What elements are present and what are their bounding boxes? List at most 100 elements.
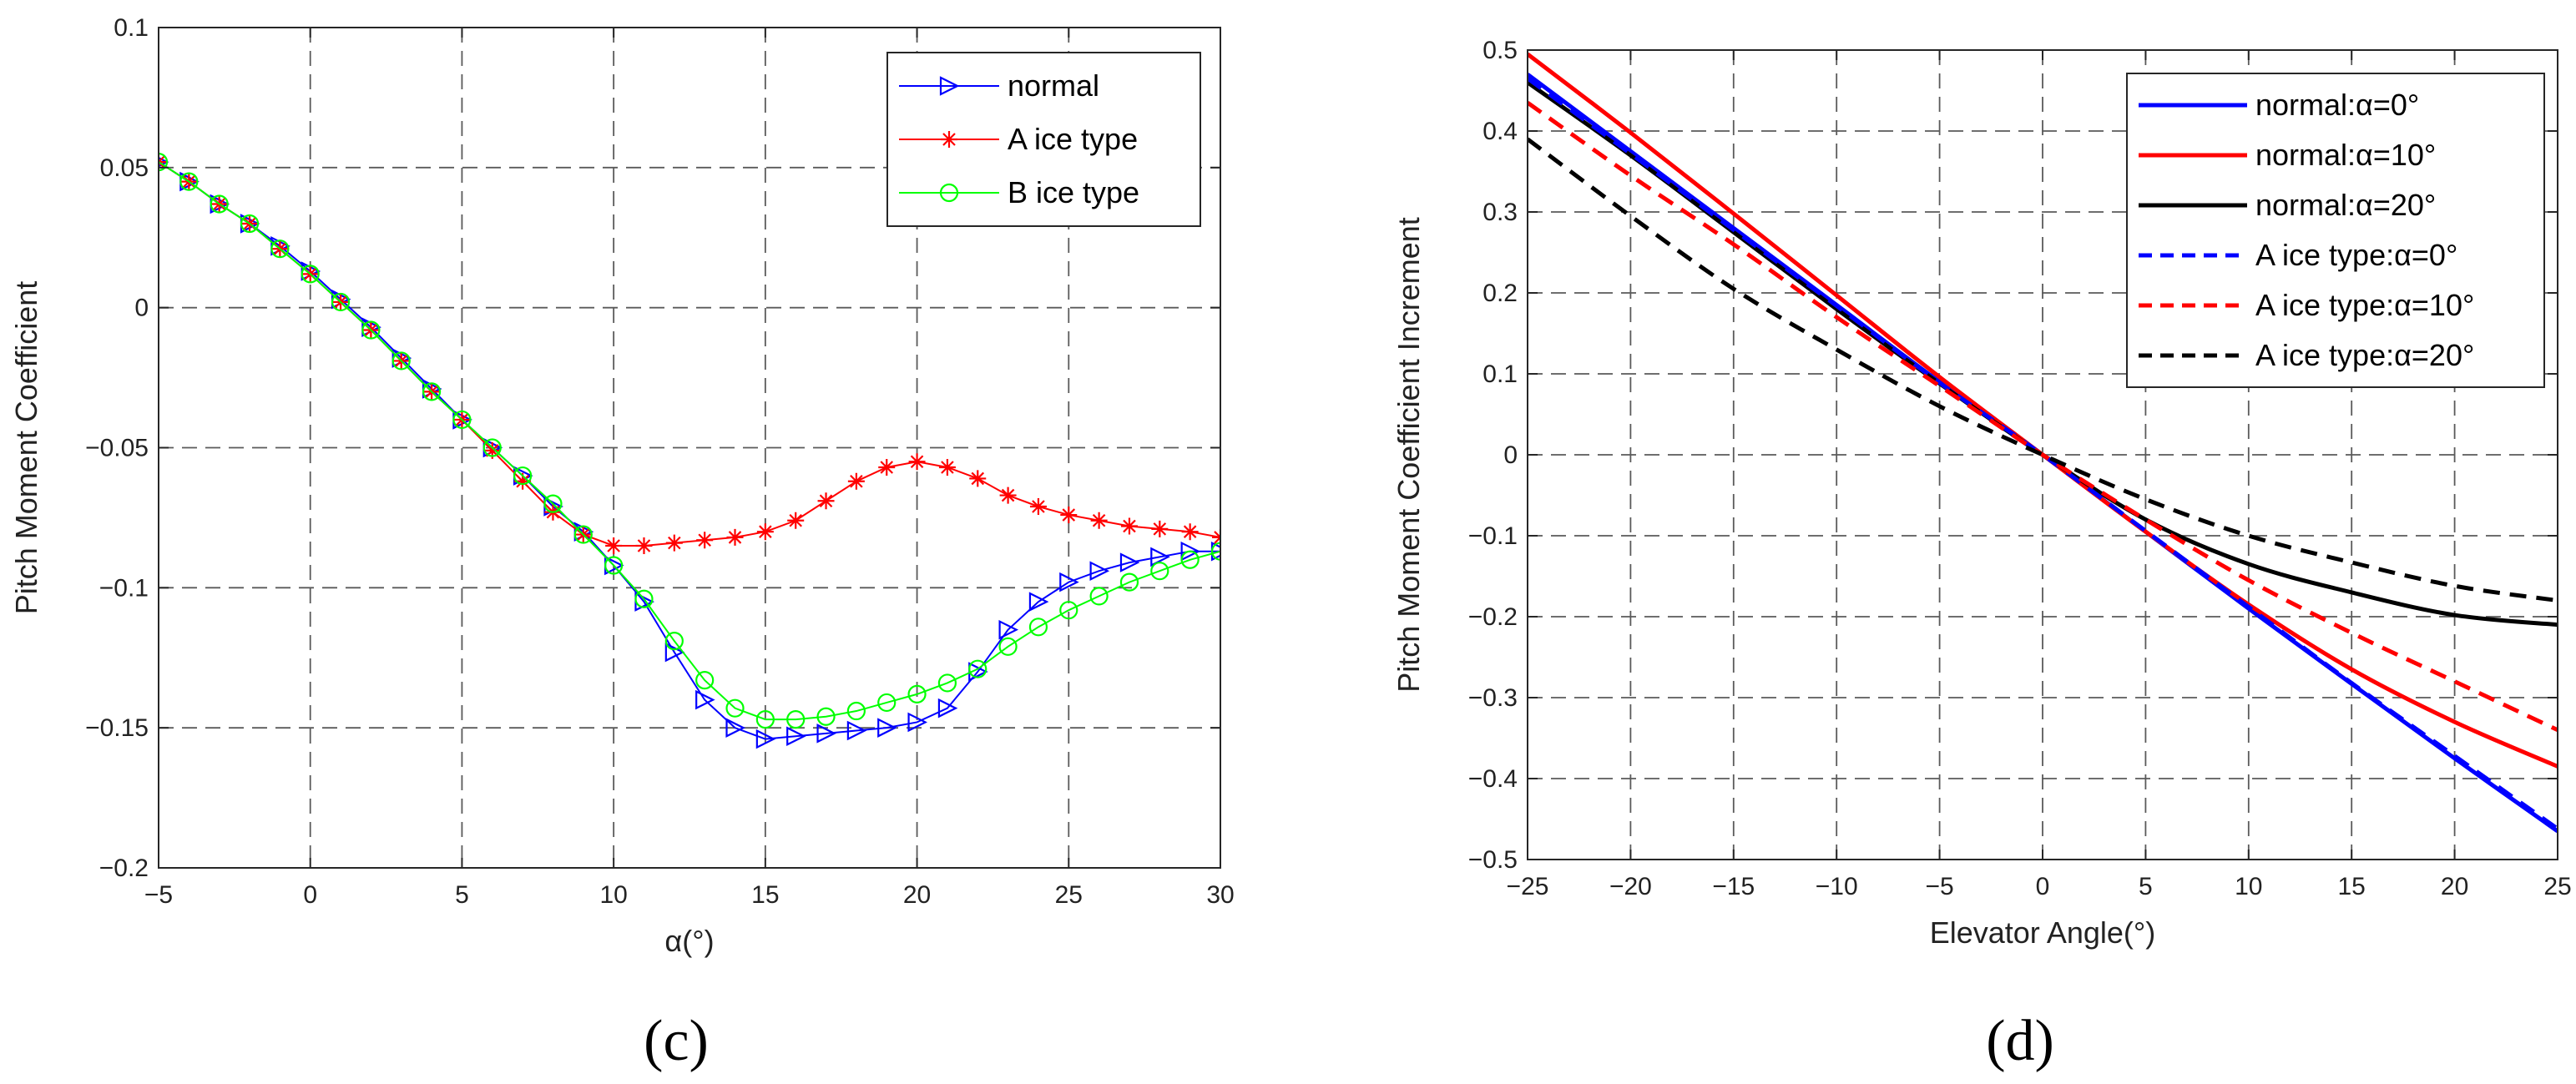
- data-point-a-ice-type: [483, 441, 501, 459]
- y-tick-label: −0.1: [99, 574, 149, 602]
- data-point-b-ice-type: [1059, 601, 1078, 620]
- data-point-b-ice-type: [1089, 587, 1109, 606]
- panel-label-c: (c): [644, 1009, 709, 1073]
- data-point-b-ice-type: [877, 693, 897, 713]
- y-tick-label: −0.05: [85, 435, 149, 462]
- legend-label-normal: normal: [1008, 68, 1099, 103]
- y-tick-label: 0.3: [1482, 199, 1518, 226]
- legend-label-a-ice-type-10: A ice type:α=10°: [2255, 288, 2474, 322]
- legend: normal:α=0° normal:α=10° normal:α=20° A ice…: [2126, 73, 2545, 388]
- data-point-b-ice-type: [422, 382, 442, 401]
- data-point-a-ice-type: [938, 458, 956, 476]
- data-point-normal: [664, 642, 685, 663]
- data-point-a-ice-type: [969, 470, 987, 487]
- y-tick-label: 0.2: [1482, 280, 1518, 307]
- data-point-b-ice-type: [482, 438, 502, 457]
- y-tick-label: −0.1: [1468, 522, 1518, 550]
- x-tick-label: −10: [1816, 873, 1858, 900]
- legend-label-normal-0: normal:α=0°: [2255, 88, 2419, 122]
- x-axis-label: Elevator Angle(°): [1930, 915, 2156, 950]
- y-axis-label: Pitch Moment Coefficient: [9, 281, 43, 615]
- series-line-a-ice-type-20: [1528, 137, 2558, 603]
- data-point-b-ice-type: [391, 351, 411, 371]
- data-point-normal: [1089, 561, 1110, 581]
- data-point-b-ice-type: [240, 214, 260, 234]
- panel-label-d: (d): [1986, 1009, 2054, 1073]
- x-tick-label: −5: [144, 881, 173, 909]
- legend-marker-a-ice-type: [941, 131, 957, 148]
- legend: normal A ice type B ice type: [886, 52, 1201, 227]
- data-point-normal: [937, 698, 958, 718]
- x-tick-label: −25: [1507, 873, 1549, 900]
- legend-marker-b-ice-type: [939, 183, 959, 203]
- data-point-b-ice-type: [543, 494, 563, 513]
- data-point-a-ice-type: [847, 472, 865, 490]
- data-point-a-ice-type: [999, 487, 1017, 504]
- x-tick-label: 10: [2235, 873, 2262, 900]
- y-tick-label: −0.2: [99, 855, 149, 882]
- x-tick-label: 15: [751, 881, 779, 909]
- data-point-a-ice-type: [878, 458, 896, 476]
- data-point-a-ice-type: [726, 528, 744, 546]
- data-point-a-ice-type: [1060, 507, 1078, 524]
- data-point-b-ice-type: [664, 632, 684, 651]
- data-point-b-ice-type: [210, 194, 229, 214]
- data-point-b-ice-type: [270, 239, 290, 259]
- legend-marker-normal: [939, 76, 960, 96]
- x-tick-label: 5: [2139, 873, 2153, 900]
- data-point-normal: [907, 712, 928, 733]
- data-point-normal: [1119, 552, 1140, 572]
- data-point-b-ice-type: [1028, 618, 1048, 637]
- data-point-a-ice-type: [908, 453, 926, 471]
- legend-label-normal-10: normal:α=10°: [2255, 138, 2436, 172]
- data-point-b-ice-type: [998, 637, 1018, 656]
- y-tick-label: −0.15: [85, 714, 149, 742]
- data-point-b-ice-type: [361, 320, 381, 340]
- y-tick-label: 0: [134, 295, 149, 322]
- data-point-normal: [998, 619, 1019, 640]
- data-point-b-ice-type: [331, 292, 351, 312]
- data-point-a-ice-type: [1181, 523, 1199, 541]
- data-point-normal: [877, 718, 897, 738]
- y-tick-label: −0.3: [1468, 684, 1518, 712]
- x-axis-label: α(°): [664, 924, 714, 958]
- data-point-b-ice-type: [1180, 550, 1200, 569]
- y-tick-label: −0.5: [1468, 846, 1518, 874]
- data-point-normal: [786, 726, 806, 747]
- data-point-b-ice-type: [846, 701, 866, 721]
- x-tick-label: 5: [455, 881, 469, 909]
- data-point-b-ice-type: [301, 265, 320, 284]
- data-point-b-ice-type: [1150, 562, 1169, 581]
- data-point-b-ice-type: [513, 466, 533, 486]
- data-point-normal: [816, 724, 837, 744]
- legend-label-a-ice-type: A ice type: [1008, 122, 1138, 156]
- series-line-b-ice-type: [159, 161, 1220, 721]
- x-tick-label: −5: [1925, 873, 1953, 900]
- data-point-normal: [1180, 541, 1201, 562]
- x-tick-label: 25: [2543, 873, 2571, 900]
- data-point-a-ice-type: [756, 523, 774, 541]
- data-point-b-ice-type: [573, 525, 593, 544]
- data-point-b-ice-type: [452, 410, 472, 430]
- data-point-normal: [755, 729, 776, 749]
- y-axis-label: Pitch Moment Coefficient Increment: [1392, 217, 1426, 693]
- series-layer: [159, 153, 1220, 749]
- chart-d: −25 −20 −15 −10 −5 0 5 10 15 20 25 −0.5 −0.4 −0.3 −0.2…: [1392, 37, 2572, 950]
- y-tick-label: 0.5: [1482, 37, 1518, 64]
- legend-label-a-ice-type-0: A ice type:α=0°: [2255, 238, 2457, 272]
- data-point-a-ice-type: [635, 537, 653, 554]
- data-point-a-ice-type: [665, 534, 683, 552]
- data-point-b-ice-type: [725, 698, 745, 718]
- y-tick-label: −0.2: [1468, 603, 1518, 631]
- x-tick-label: 20: [903, 881, 931, 909]
- data-point-b-ice-type: [634, 589, 654, 608]
- x-tick-label: 15: [2338, 873, 2366, 900]
- data-point-b-ice-type: [179, 172, 199, 191]
- data-point-b-ice-type: [1119, 572, 1139, 592]
- data-point-b-ice-type: [159, 153, 169, 172]
- data-point-b-ice-type: [755, 709, 775, 729]
- legend-box: [2126, 73, 2545, 388]
- data-point-normal: [695, 689, 715, 710]
- series-line-a-ice-type-0: [1528, 76, 2558, 831]
- y-tick-label: 0.1: [114, 14, 149, 42]
